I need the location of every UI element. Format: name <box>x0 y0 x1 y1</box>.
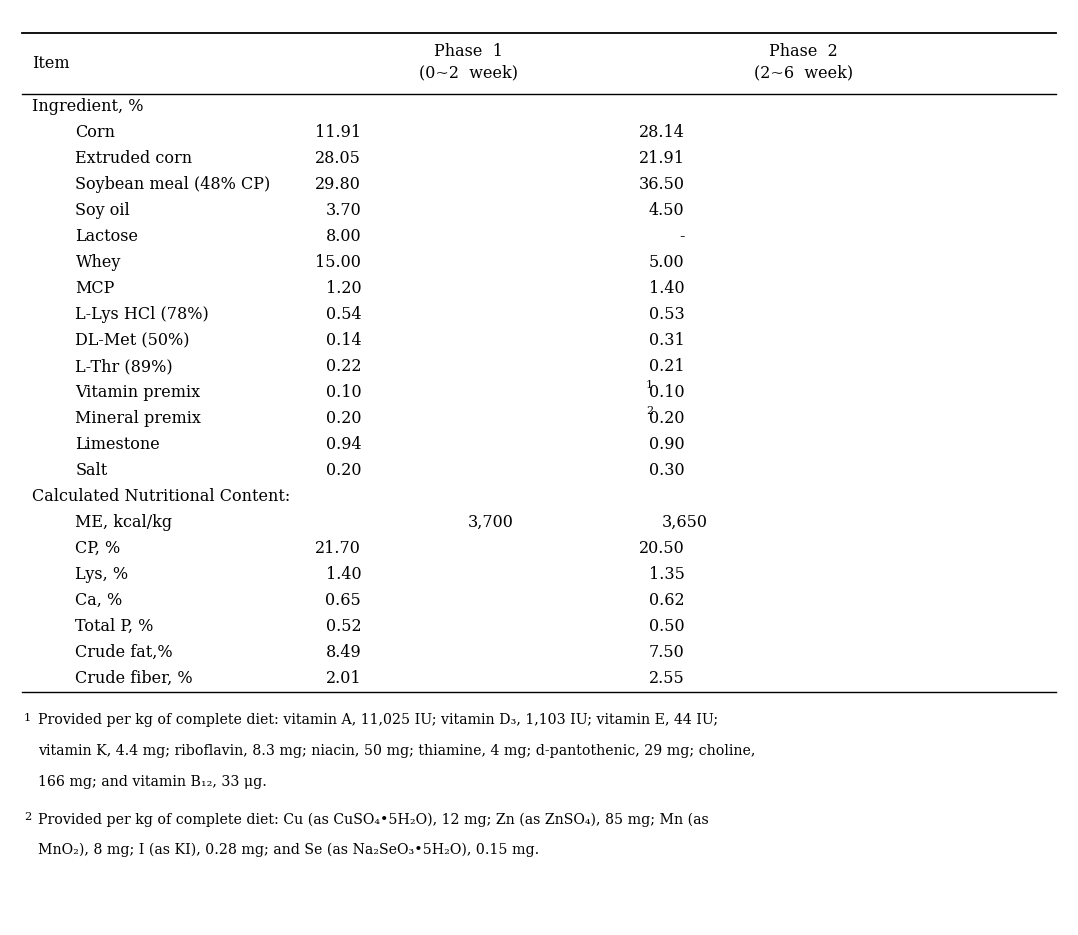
Text: Lactose: Lactose <box>75 228 138 245</box>
Text: 0.21: 0.21 <box>649 358 685 375</box>
Text: L-Thr (89%): L-Thr (89%) <box>75 358 174 375</box>
Text: 3,700: 3,700 <box>468 514 513 531</box>
Text: Phase  2: Phase 2 <box>769 43 838 61</box>
Text: DL-Met (50%): DL-Met (50%) <box>75 332 190 349</box>
Text: Ca, %: Ca, % <box>75 592 123 609</box>
Text: 0.54: 0.54 <box>326 306 361 323</box>
Text: 0.94: 0.94 <box>326 436 361 453</box>
Text: 7.50: 7.50 <box>649 644 685 661</box>
Text: 1: 1 <box>646 381 653 390</box>
Text: 15.00: 15.00 <box>315 254 361 271</box>
Text: 0.20: 0.20 <box>326 462 361 479</box>
Text: Item: Item <box>32 54 70 72</box>
Text: 3,650: 3,650 <box>662 514 707 531</box>
Text: Crude fiber, %: Crude fiber, % <box>75 669 193 687</box>
Text: 28.05: 28.05 <box>315 150 361 167</box>
Text: 1.35: 1.35 <box>649 566 685 583</box>
Text: 29.80: 29.80 <box>315 176 361 193</box>
Text: 21.70: 21.70 <box>315 539 361 557</box>
Text: (0~2  week): (0~2 week) <box>419 64 519 81</box>
Text: 0.65: 0.65 <box>326 592 361 609</box>
Text: Whey: Whey <box>75 254 121 271</box>
Text: Crude fat,%: Crude fat,% <box>75 644 174 661</box>
Text: 0.20: 0.20 <box>649 410 685 427</box>
Text: MnO₂), 8 mg; I (as KI), 0.28 mg; and Se (as Na₂SeO₃•5H₂O), 0.15 mg.: MnO₂), 8 mg; I (as KI), 0.28 mg; and Se … <box>38 843 539 857</box>
Text: Mineral premix: Mineral premix <box>75 410 202 427</box>
Text: ME, kcal/kg: ME, kcal/kg <box>75 514 172 531</box>
Text: 0.10: 0.10 <box>649 384 685 401</box>
Text: 2.55: 2.55 <box>649 669 685 687</box>
Text: MCP: MCP <box>75 280 115 297</box>
Text: 2.01: 2.01 <box>326 669 361 687</box>
Text: Soy oil: Soy oil <box>75 202 130 219</box>
Text: 11.91: 11.91 <box>315 124 361 141</box>
Text: 0.62: 0.62 <box>649 592 685 609</box>
Text: 0.31: 0.31 <box>649 332 685 349</box>
Text: 36.50: 36.50 <box>638 176 685 193</box>
Text: Calculated Nutritional Content:: Calculated Nutritional Content: <box>32 488 291 505</box>
Text: 3.70: 3.70 <box>326 202 361 219</box>
Text: 1: 1 <box>24 713 31 724</box>
Text: Provided per kg of complete diet: vitamin A, 11,025 IU; vitamin D₃, 1,103 IU; vi: Provided per kg of complete diet: vitami… <box>38 713 718 727</box>
Text: 21.91: 21.91 <box>638 150 685 167</box>
Text: Limestone: Limestone <box>75 436 161 453</box>
Text: Ingredient, %: Ingredient, % <box>32 98 143 115</box>
Text: Soybean meal (48% CP): Soybean meal (48% CP) <box>75 176 271 193</box>
Text: Phase  1: Phase 1 <box>434 43 503 61</box>
Text: 0.30: 0.30 <box>649 462 685 479</box>
Text: CP, %: CP, % <box>75 539 121 557</box>
Text: 0.53: 0.53 <box>649 306 685 323</box>
Text: 0.50: 0.50 <box>649 618 685 635</box>
Text: 8.49: 8.49 <box>326 644 361 661</box>
Text: 0.90: 0.90 <box>649 436 685 453</box>
Text: 2: 2 <box>24 813 31 822</box>
Text: 0.10: 0.10 <box>326 384 361 401</box>
Text: Vitamin premix: Vitamin premix <box>75 384 201 401</box>
Text: 1.40: 1.40 <box>649 280 685 297</box>
Text: 1.20: 1.20 <box>326 280 361 297</box>
Text: 28.14: 28.14 <box>638 124 685 141</box>
Text: L-Lys HCl (78%): L-Lys HCl (78%) <box>75 306 209 323</box>
Text: vitamin K, 4.4 mg; riboflavin, 8.3 mg; niacin, 50 mg; thiamine, 4 mg; d-pantothe: vitamin K, 4.4 mg; riboflavin, 8.3 mg; n… <box>38 744 755 758</box>
Text: 0.22: 0.22 <box>326 358 361 375</box>
Text: 20.50: 20.50 <box>639 539 685 557</box>
Text: -: - <box>679 228 685 245</box>
Text: 166 mg; and vitamin B₁₂, 33 μg.: 166 mg; and vitamin B₁₂, 33 μg. <box>38 775 266 789</box>
Text: Salt: Salt <box>75 462 108 479</box>
Text: 4.50: 4.50 <box>649 202 685 219</box>
Text: Provided per kg of complete diet: Cu (as CuSO₄•5H₂O), 12 mg; Zn (as ZnSO₄), 85 m: Provided per kg of complete diet: Cu (as… <box>38 813 708 827</box>
Text: 0.14: 0.14 <box>326 332 361 349</box>
Text: Extruded corn: Extruded corn <box>75 150 193 167</box>
Text: 2: 2 <box>646 406 653 416</box>
Text: Total P, %: Total P, % <box>75 618 154 635</box>
Text: Lys, %: Lys, % <box>75 566 128 583</box>
Text: Corn: Corn <box>75 124 115 141</box>
Text: 5.00: 5.00 <box>649 254 685 271</box>
Text: 1.40: 1.40 <box>326 566 361 583</box>
Text: (2~6  week): (2~6 week) <box>754 64 853 81</box>
Text: 0.52: 0.52 <box>326 618 361 635</box>
Text: 8.00: 8.00 <box>326 228 361 245</box>
Text: 0.20: 0.20 <box>326 410 361 427</box>
